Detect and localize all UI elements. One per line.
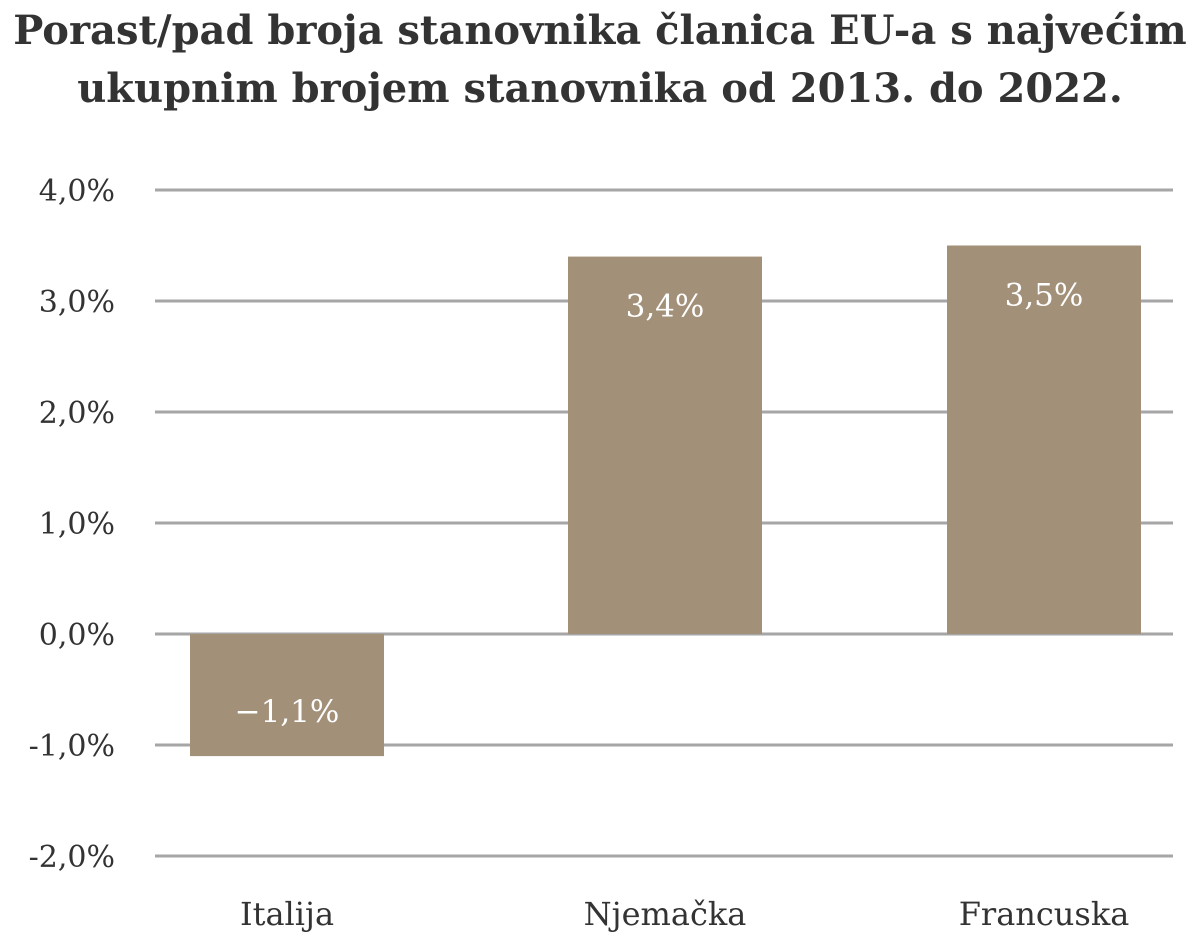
chart-title-line-1: Porast/pad broja stanovnika članica EU-a… [13, 7, 1187, 54]
bar-njemačka [568, 256, 762, 634]
y-tick-label-5: -1,0% [29, 729, 115, 764]
x-axis-category-labels: Italija Njemačka Francuska [240, 895, 1129, 933]
y-tick-label-1: 3,0% [39, 285, 115, 320]
category-label-0: Italija [240, 895, 334, 933]
chart-title-line-2: ukupnim brojem stanovnika od 2013. do 20… [77, 65, 1123, 112]
chart-title: Porast/pad broja stanovnika članica EU-a… [0, 0, 1200, 118]
data-label-1: 3,4% [626, 289, 705, 325]
y-tick-label-2: 2,0% [39, 396, 115, 431]
y-tick-label-3: 1,0% [39, 507, 115, 542]
data-label-0: −1,1% [235, 694, 340, 730]
y-tick-label-0: 4,0% [39, 174, 115, 209]
data-label-2: 3,5% [1005, 278, 1084, 314]
y-axis-tick-labels: 4,0% 3,0% 2,0% 1,0% 0,0% -1,0% -2,0% [29, 174, 115, 875]
bars [190, 245, 1141, 757]
bar-francuska [947, 245, 1141, 634]
category-label-2: Francuska [959, 895, 1130, 933]
bar-data-labels: −1,1% 3,4% 3,5% [235, 278, 1084, 731]
bar-italija [190, 634, 384, 757]
y-tick-label-4: 0,0% [39, 618, 115, 653]
y-tick-label-6: -2,0% [29, 840, 115, 875]
category-label-1: Njemačka [584, 895, 747, 933]
